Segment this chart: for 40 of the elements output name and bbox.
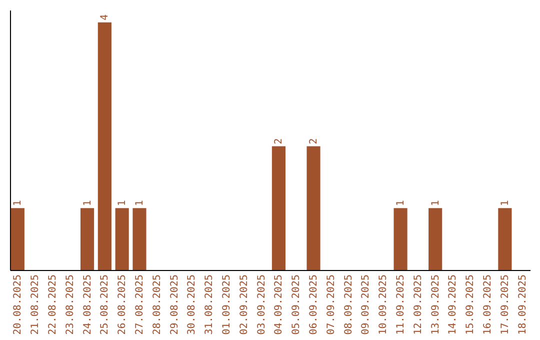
x-tick-label: 04.09.2025 <box>274 274 285 335</box>
x-tick-label: 25.08.2025 <box>100 274 111 335</box>
x-tick-label: 31.08.2025 <box>204 274 216 335</box>
x-tick-label: 30.08.2025 <box>186 274 198 335</box>
x-tick-label: 20.08.2025 <box>12 274 24 335</box>
x-tick-label: 23.08.2025 <box>64 274 76 335</box>
x-tick-label: 03.09.2025 <box>256 274 268 335</box>
x-tick-label: 06.09.2025 <box>308 274 320 335</box>
x-tick-label: 15.09.2025 <box>465 274 476 335</box>
x-tick-label: 13.09.2025 <box>430 274 442 335</box>
x-tick-label: 12.09.2025 <box>412 274 424 335</box>
data-label: 1 <box>396 200 407 206</box>
data-label: 1 <box>134 200 146 206</box>
x-tick-label: 07.09.2025 <box>326 274 337 335</box>
x-tick-label: 09.09.2025 <box>360 274 372 335</box>
x-tick-label: 27.08.2025 <box>134 274 146 335</box>
x-tick-label: 26.08.2025 <box>117 274 128 335</box>
data-label: 1 <box>430 200 442 206</box>
x-tick-label: 05.09.2025 <box>291 274 302 335</box>
x-tick-label: 28.08.2025 <box>152 274 163 335</box>
x-tick-label: 11.09.2025 <box>396 274 407 335</box>
data-label: 2 <box>274 138 285 144</box>
x-tick-label: 08.09.2025 <box>343 274 354 335</box>
data-label: 1 <box>12 200 24 206</box>
data-label: 1 <box>117 200 128 206</box>
data-label: 1 <box>82 200 94 206</box>
x-tick-label: 24.08.2025 <box>82 274 94 335</box>
x-tick-label: 01.09.2025 <box>221 274 232 335</box>
data-label: 4 <box>100 14 111 20</box>
data-label: 2 <box>308 138 320 144</box>
x-tick-label: 16.09.2025 <box>482 274 494 335</box>
x-tick-label: 02.09.2025 <box>238 274 250 335</box>
x-tick-label: 21.08.2025 <box>30 274 42 335</box>
x-tick-label: 10.09.2025 <box>378 274 390 335</box>
x-tick-label: 17.09.2025 <box>500 274 511 335</box>
x-tick-label: 22.08.2025 <box>47 274 58 335</box>
data-label: 1 <box>500 200 511 206</box>
x-tick-label: 18.09.2025 <box>517 274 528 335</box>
x-tick-label: 29.08.2025 <box>169 274 180 335</box>
x-tick-label: 14.09.2025 <box>448 274 459 335</box>
